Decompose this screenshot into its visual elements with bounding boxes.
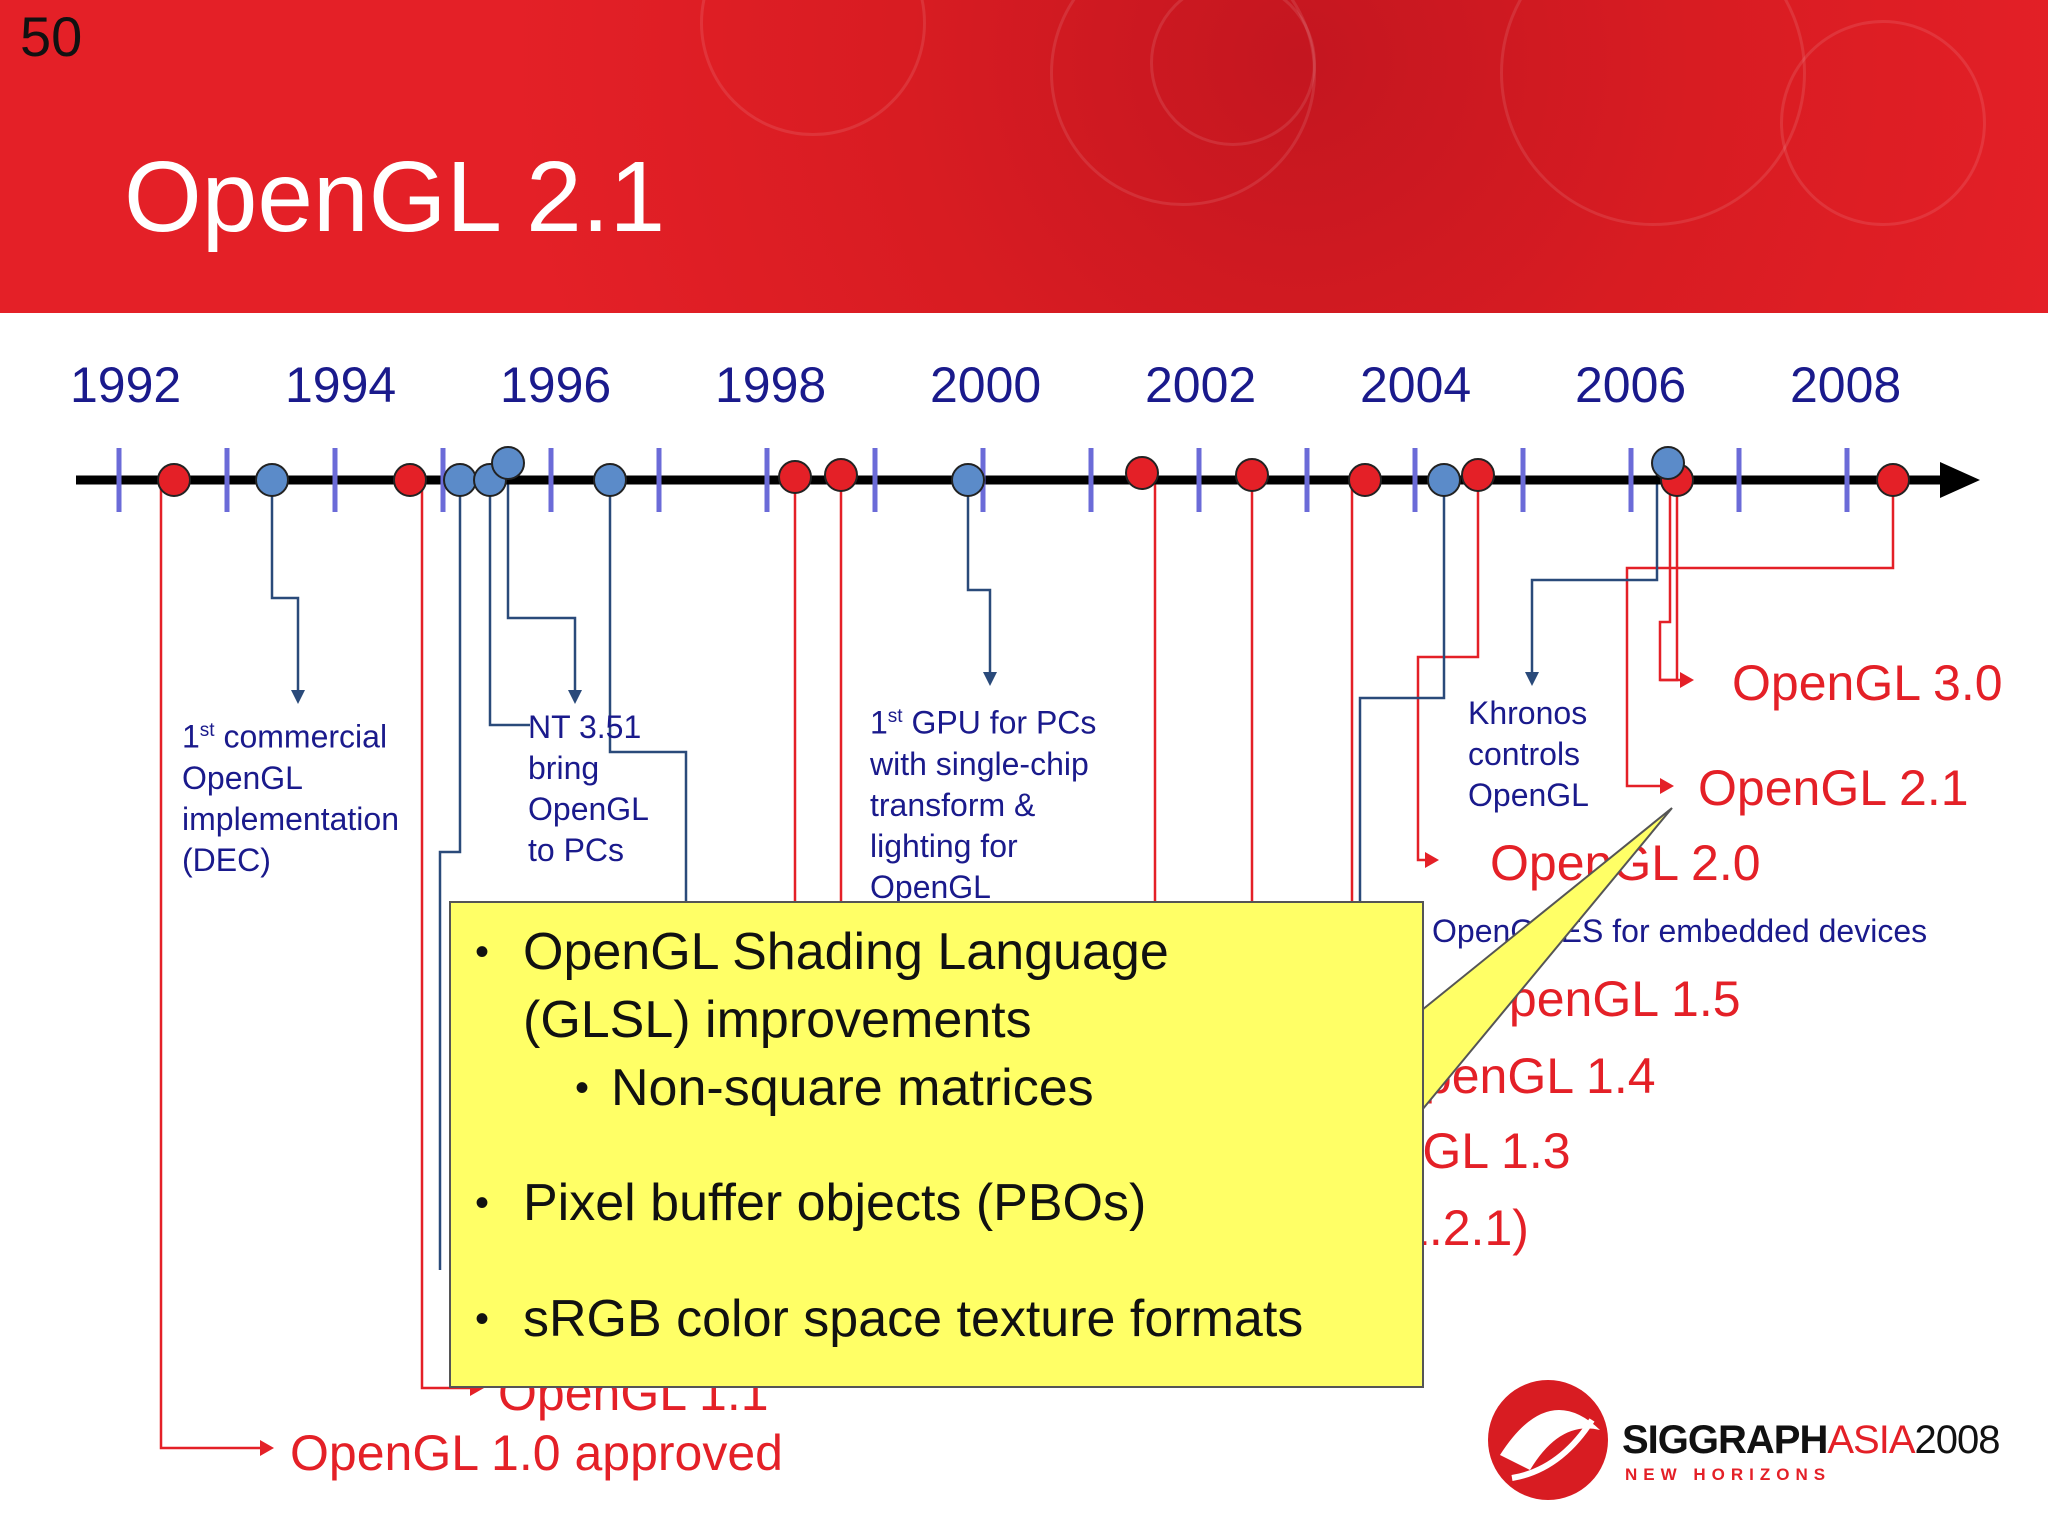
- note-text: controls: [1468, 736, 1581, 772]
- year-label: 1996: [500, 357, 611, 413]
- timeline-arrow: [1940, 462, 1980, 498]
- red-marker: [1125, 456, 1159, 490]
- page-number: 50: [20, 5, 83, 68]
- note-text: to PCs: [528, 832, 625, 868]
- callout-bullet-pbo: • Pixel buffer objects (PBOs): [475, 1169, 1147, 1237]
- bullet-text: Non-square matrices: [611, 1059, 1094, 1117]
- year-label: 2002: [1145, 357, 1256, 413]
- blue-marker: [593, 463, 627, 497]
- year-label: 1994: [285, 357, 396, 413]
- note-text: 1: [870, 704, 888, 741]
- bullet-dot: •: [475, 1181, 490, 1225]
- bullet-dot: •: [575, 1066, 590, 1110]
- note-gpu: 1st GPU for PCs with single-chip transfo…: [870, 696, 1096, 908]
- connector-v30: [1658, 480, 1680, 682]
- version-label-1-0: OpenGL 1.0 approved: [290, 1425, 783, 1481]
- bullet-text: (GLSL) improvements: [523, 991, 1032, 1049]
- note-dec: 1st commercial OpenGL implementation (DE…: [182, 710, 399, 881]
- note-text: NT 3.51: [528, 709, 642, 745]
- note-text: commercial: [214, 718, 388, 755]
- version-label-2-1: OpenGL 2.1: [1698, 760, 1969, 816]
- bullet-text: OpenGL Shading Language: [523, 923, 1169, 981]
- bullet-dot: •: [475, 930, 490, 974]
- note-text: OpenGL: [1468, 777, 1589, 813]
- note-text: 1: [182, 718, 200, 755]
- note-text: lighting for: [870, 827, 1018, 864]
- blue-connectors: [270, 470, 1659, 1270]
- red-marker: [1876, 463, 1910, 497]
- connector-v10: [159, 480, 260, 1450]
- callout-bullet-glsl: • OpenGL Shading Language (GLSL) improve…: [475, 918, 1169, 1054]
- logo-name: SIGGRAPH: [1622, 1418, 1828, 1462]
- note-text: bring: [528, 750, 600, 786]
- note-sup: st: [199, 720, 215, 741]
- red-marker: [778, 460, 812, 494]
- red-marker: [157, 463, 191, 497]
- connector-v20: [1416, 480, 1480, 862]
- connector-v11: [420, 480, 470, 1390]
- red-connectors: [159, 480, 1895, 1450]
- logo-wordmark: SIGGRAPHASIA2008: [1622, 1418, 2000, 1463]
- bullet-dot: •: [475, 1297, 490, 1341]
- year-label: 1998: [715, 357, 826, 413]
- red-marker: [1461, 458, 1495, 492]
- bullet-text: Pixel buffer objects (PBOs): [523, 1174, 1147, 1232]
- note-sup: st: [887, 706, 903, 727]
- year-label: 2004: [1360, 357, 1471, 413]
- timeline-markers: [157, 446, 1910, 497]
- callout-bullet-srgb: • sRGB color space texture formats: [475, 1285, 1304, 1353]
- logo-asia: ASIA: [1827, 1418, 1915, 1462]
- timeline-ticks: [116, 448, 1850, 512]
- note-text: OpenGL: [182, 759, 303, 796]
- note-text: transform &: [870, 786, 1036, 823]
- note-nt351: NT 3.51 bring OpenGL to PCs: [528, 707, 649, 871]
- bullet-text: sRGB color space texture formats: [523, 1290, 1304, 1348]
- year-label: 1992: [70, 357, 181, 413]
- note-text: Khronos: [1468, 695, 1588, 731]
- note-text: implementation: [182, 800, 399, 837]
- blue-marker: [255, 463, 289, 497]
- logo-tagline: NEW HORIZONS: [1625, 1465, 1832, 1484]
- callout-box: • OpenGL Shading Language (GLSL) improve…: [449, 901, 1424, 1388]
- note-text: OpenGL: [870, 868, 991, 905]
- red-marker: [1348, 463, 1382, 497]
- red-marker: [824, 458, 858, 492]
- year-label: 2008: [1790, 357, 1901, 413]
- note-khronos: Khronos controls OpenGL: [1468, 693, 1589, 816]
- year-label: 2006: [1575, 357, 1686, 413]
- red-marker: [1235, 458, 1269, 492]
- slide-title: OpenGL 2.1: [124, 141, 666, 253]
- year-label: 2000: [930, 357, 1041, 413]
- blue-marker: [491, 446, 525, 480]
- version-label-3-0: OpenGL 3.0: [1732, 655, 2003, 711]
- logo-year: 2008: [1914, 1418, 2001, 1462]
- header-banner: [0, 0, 2048, 313]
- blue-arrowheads: [291, 672, 1539, 704]
- connector-v21: [1625, 480, 1895, 788]
- note-text: (DEC): [182, 841, 271, 878]
- note-text: GPU for PCs: [902, 704, 1097, 741]
- blue-marker: [1427, 463, 1461, 497]
- red-marker: [393, 463, 427, 497]
- note-text: OpenGL: [528, 791, 649, 827]
- blue-marker: [951, 463, 985, 497]
- blue-marker: [1651, 446, 1685, 480]
- note-text: with single-chip: [870, 745, 1089, 782]
- callout-subbullet-matrices: • Non-square matrices: [575, 1054, 1094, 1122]
